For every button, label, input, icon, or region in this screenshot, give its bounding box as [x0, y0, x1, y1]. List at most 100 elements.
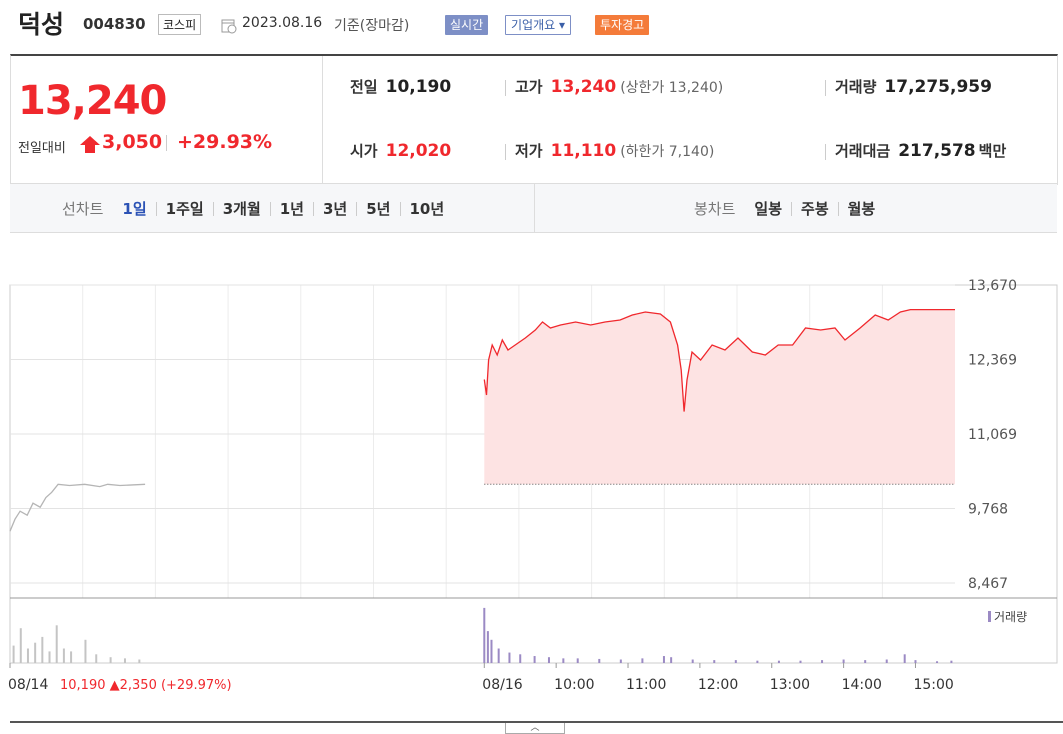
- stat-label: 시가: [350, 142, 378, 160]
- volume-bar: [62, 648, 65, 663]
- volume-bar: [95, 654, 98, 663]
- volume-bar: [914, 660, 917, 663]
- stat-label: 거래대금: [835, 142, 891, 160]
- stat-label: 거래량: [835, 78, 877, 96]
- stat-note: (하한가 7,140): [620, 144, 715, 160]
- change-rate: +29.93%: [177, 131, 273, 153]
- period-tab[interactable]: 5년: [366, 200, 391, 218]
- volume-bar: [483, 607, 486, 663]
- volume-bar: [562, 658, 565, 663]
- divider: [322, 56, 323, 183]
- stat-note: (상한가 13,240): [620, 80, 724, 96]
- separator: [313, 201, 314, 216]
- change-label: 전일대비: [18, 141, 66, 156]
- stat-value: 17,275,959: [884, 77, 992, 97]
- stat-value: 10,190: [385, 77, 452, 97]
- candle-tab[interactable]: 일봉: [754, 200, 783, 218]
- volume-legend: 거래량: [994, 610, 1027, 624]
- price-line: [9, 483, 146, 532]
- date: 2023.08.16: [242, 15, 323, 31]
- volume-bar: [936, 661, 939, 663]
- volume-bar: [598, 658, 601, 663]
- volume-bar: [885, 659, 888, 663]
- period-tab[interactable]: 3년: [323, 200, 348, 218]
- summary-box: [10, 54, 1058, 185]
- stat-value: 11,110: [550, 141, 617, 161]
- separator: [269, 201, 271, 216]
- volume-bar: [519, 654, 522, 663]
- price-line: [483, 308, 955, 412]
- volume-bar: [734, 660, 737, 663]
- volume-bar: [41, 636, 44, 663]
- volume-bar: [84, 639, 87, 663]
- calendar-icon: [221, 19, 237, 34]
- volume-bar: [70, 651, 73, 663]
- volume-bar: [799, 660, 802, 663]
- change: 3,050: [102, 131, 163, 153]
- volume-bar: [691, 659, 694, 663]
- x-tick-label: 10:00: [554, 677, 594, 693]
- separator: [837, 201, 839, 216]
- volume-bar: [950, 660, 953, 663]
- warning-button[interactable]: 투자경고: [595, 15, 650, 35]
- volume-bar: [123, 658, 126, 663]
- x-tick-label: 15:00: [913, 677, 953, 693]
- y-tick-label: 9,768: [968, 501, 1008, 517]
- period-tab[interactable]: 1일: [122, 200, 147, 218]
- stock-code: 004830: [83, 15, 146, 33]
- volume-bar: [26, 648, 29, 663]
- separator: [356, 201, 358, 216]
- volume-bar: [48, 651, 51, 663]
- y-tick-label: 8,467: [968, 576, 1008, 592]
- candle-tab[interactable]: 월봉: [847, 200, 876, 218]
- volume-bar: [533, 656, 536, 663]
- x-tick-label: 12:00: [698, 677, 738, 693]
- stock-name: 덕성: [18, 10, 65, 39]
- stat-value: 13,240: [550, 77, 617, 97]
- company-button[interactable]: 기업개요: [511, 18, 556, 32]
- y-tick-label: 12,369: [968, 353, 1017, 369]
- market-badge: 코스피: [158, 14, 202, 35]
- period-tab[interactable]: 10년: [409, 200, 445, 218]
- line-chart-label: 선차트: [62, 200, 104, 218]
- volume-bar: [641, 658, 644, 663]
- volume-bar: [756, 660, 759, 663]
- volume-bar: [903, 654, 906, 663]
- volume-bar: [19, 628, 22, 663]
- x-tick-label: 08/14: [8, 677, 48, 693]
- period-tab[interactable]: 1년: [279, 200, 304, 218]
- volume-bar: [490, 639, 493, 663]
- up-arrow: [80, 136, 100, 153]
- x-tick-label: 13:00: [770, 677, 810, 693]
- volume-bar: [12, 645, 15, 663]
- volume-bar: [619, 659, 622, 663]
- volume-bar: [864, 660, 867, 663]
- volume-bar: [34, 642, 37, 663]
- x-tick-label: 08/16: [482, 677, 522, 693]
- candle-tab[interactable]: 주봉: [801, 200, 829, 218]
- volume-bar: [713, 660, 716, 663]
- stat-label: 전일: [350, 78, 378, 96]
- separator: [791, 201, 793, 216]
- x-tick-label: 14:00: [842, 677, 882, 693]
- prev-day-annotation: 10,190 ▲2,350 (+29.97%): [60, 678, 232, 693]
- volume-bar: [508, 652, 511, 663]
- y-tick-label: 13,670: [968, 278, 1017, 294]
- x-tick-label: 11:00: [626, 677, 666, 693]
- volume-bar: [662, 656, 665, 663]
- separator: [399, 201, 401, 216]
- volume-bar: [55, 625, 58, 663]
- price: 13,240: [18, 78, 167, 124]
- tab-bar: 선차트 1일 1주일 3개월 1년 3년 5년 10년 봉차트 일봉 주봉 월봉: [10, 183, 1057, 233]
- realtime-button[interactable]: 실시간: [445, 15, 489, 35]
- volume-legend-swatch: [988, 611, 991, 622]
- volume-bar: [486, 631, 489, 663]
- area: [484, 309, 955, 485]
- period-tab[interactable]: 3개월: [222, 200, 261, 218]
- separator: [155, 201, 157, 216]
- date-basis: 기준(장마감): [334, 18, 410, 34]
- stat-value: 12,020: [385, 141, 452, 161]
- period-tab[interactable]: 1주일: [165, 200, 204, 218]
